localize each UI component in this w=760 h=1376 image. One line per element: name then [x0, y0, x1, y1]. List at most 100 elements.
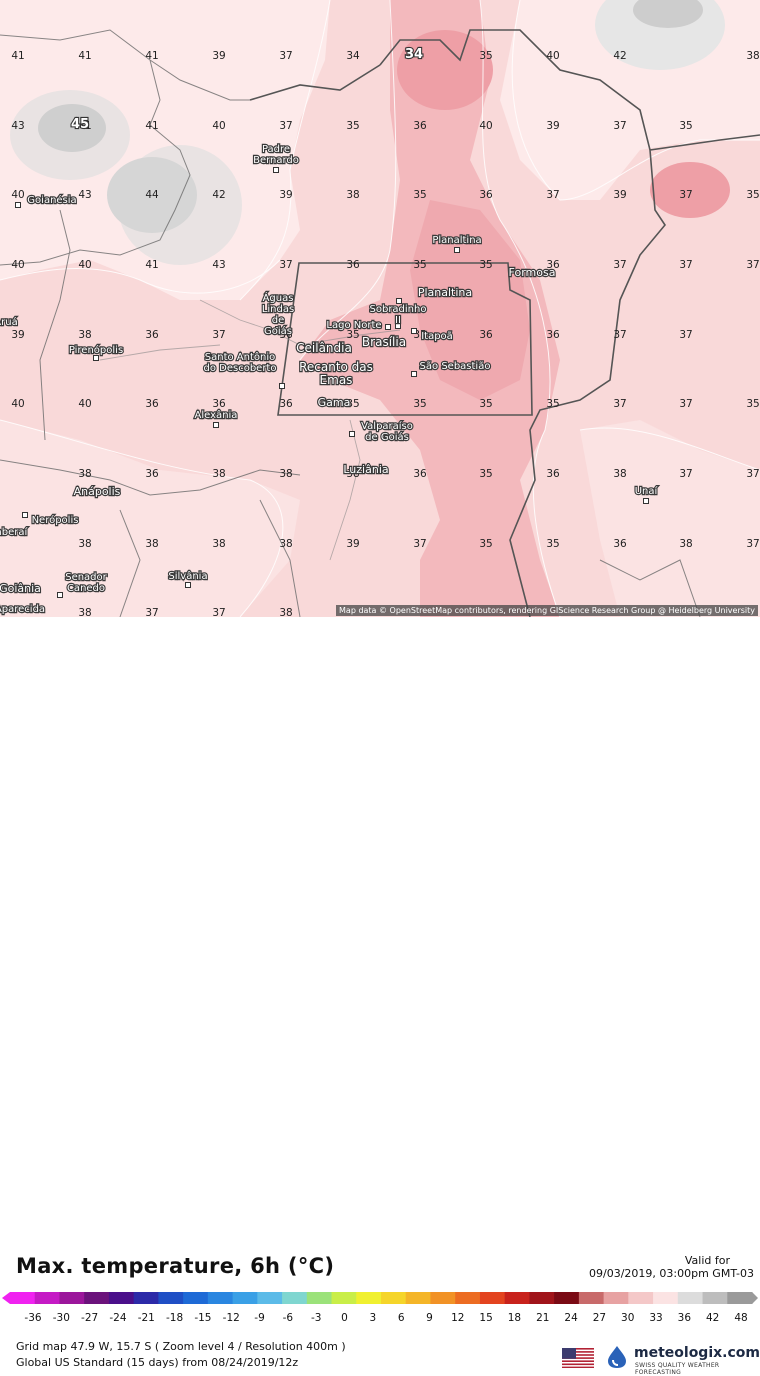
grid-value: 38 [212, 538, 225, 550]
road-lines [99, 299, 401, 561]
color-scale-tick: 21 [536, 1312, 550, 1324]
grid-value: 37 [413, 538, 426, 550]
grid-value: 35 [346, 329, 359, 341]
grid-value: 37 [279, 50, 292, 62]
color-scale-bar [2, 1292, 758, 1304]
grid-value: 44 [145, 189, 159, 201]
color-scale-tick: -27 [81, 1312, 99, 1324]
city-labels-layer: Goianésia Padre Bernardo Planaltina Formosa Á… [0, 143, 660, 616]
grid-value: 37 [613, 120, 626, 132]
color-scale-segment [84, 1292, 110, 1304]
grid-value: 37 [746, 538, 759, 550]
municipal-borders [0, 29, 701, 617]
grid-value: 38 [279, 538, 292, 550]
city-marker [385, 324, 391, 330]
warm-zone-southeast [580, 420, 760, 617]
grid-value: 41 [145, 50, 158, 62]
city-label: Santo Antônio do Descoberto [204, 351, 277, 374]
grid-value: 34 [346, 50, 360, 62]
color-scale-segment [207, 1292, 234, 1304]
color-scale-tick: -24 [109, 1312, 127, 1324]
chart-title: Max. temperature, 6h (°C) [16, 1254, 335, 1278]
city-label: Sobradinho II [370, 304, 427, 326]
color-scale-segment [430, 1292, 456, 1304]
cool-spot-north [397, 30, 493, 110]
color-scale-tick: 0 [341, 1312, 348, 1324]
state-border-east [379, 29, 760, 617]
map-canvas: 41 41 41 39 37 34 35 40 42 38 43 41 41 40 37 35 36 40 39 37… [0, 0, 760, 617]
valid-for-label: Valid for [684, 1254, 730, 1267]
grid-value: 37 [279, 120, 292, 132]
brand-tagline: SWISS QUALITY WEATHER FORECASTING [635, 1362, 720, 1376]
color-scale-tick: -36 [24, 1312, 42, 1324]
grid-value: 36 [479, 329, 493, 341]
grid-value: 37 [212, 329, 225, 341]
hot-spot-west [38, 104, 106, 152]
color-scale-segment [405, 1292, 431, 1304]
grid-value: 38 [78, 607, 91, 617]
grid-info: Grid map 47.9 W, 15.7 S ( Zoom level 4 /… [16, 1340, 346, 1353]
city-marker [57, 592, 63, 598]
grid-value: 38 [679, 538, 692, 550]
state-border-north [249, 64, 381, 101]
legend-footer: Max. temperature, 6h (°C) Valid for 09/0… [0, 617, 760, 1376]
grid-value: 41 [78, 50, 91, 62]
grid-value: 41 [11, 50, 24, 62]
color-scale-segment [282, 1292, 308, 1304]
grid-value: 35 [546, 398, 559, 410]
color-scale-segment [529, 1292, 555, 1304]
grid-value: 39 [279, 189, 292, 201]
grid-value: 38 [78, 329, 91, 341]
city-label: Valparaíso de Goiás [361, 420, 413, 443]
grid-value: 42 [613, 50, 626, 62]
grid-value: 40 [479, 120, 492, 132]
color-scale-segment [306, 1292, 333, 1304]
meteologix-logo[interactable]: meteologix.com SWISS QUALITY WEATHER FOR… [604, 1345, 760, 1376]
grid-value: 35 [479, 50, 492, 62]
grid-value: 36 [546, 259, 560, 271]
grid-value: 38 [613, 468, 626, 480]
city-label: Silvânia [168, 570, 207, 582]
color-scale-ticks: -36 -30 -27 -24 -21 -18 -15 -12 -9 -6 -3 0 3 6 9 12 15 18… [0, 1312, 760, 1326]
city-label: Gama [318, 396, 351, 409]
grid-value: 35 [479, 398, 492, 410]
grid-value: 37 [679, 189, 692, 201]
grid-value: 36 [546, 468, 560, 480]
grid-value: 35 [479, 538, 492, 550]
color-scale-tick: -30 [52, 1312, 70, 1324]
grid-value: 38 [279, 468, 292, 480]
grid-value: 35 [746, 398, 759, 410]
city-label: Ceilândia [296, 341, 352, 355]
us-flag-icon[interactable] [562, 1348, 594, 1368]
grid-value: 42 [212, 189, 225, 201]
city-marker [411, 371, 417, 377]
color-scale-segment [628, 1292, 654, 1304]
color-scale-tick: 36 [677, 1312, 692, 1324]
color-scale-tick: -3 [310, 1312, 322, 1324]
city-label: São Sebastião [420, 361, 491, 372]
color-scale-segment [331, 1292, 357, 1304]
brand-name: meteologix.com [634, 1345, 760, 1361]
color-scale-tick: -12 [222, 1312, 240, 1324]
grid-value: 37 [679, 329, 692, 341]
color-scale-segment [504, 1292, 530, 1304]
color-scale-tick: 15 [479, 1312, 493, 1324]
grid-value: 36 [413, 468, 427, 480]
city-label: Anápolis [74, 485, 121, 498]
city-marker [93, 355, 99, 361]
temperature-map[interactable]: 41 41 41 39 37 34 35 40 42 38 43 41 41 40 37 35 36 40 39 37… [0, 0, 760, 617]
grid-value: 37 [279, 259, 292, 271]
color-scale-segment [10, 1292, 36, 1304]
grid-value: 38 [78, 538, 91, 550]
color-scale-tick: -15 [194, 1312, 212, 1324]
color-scale-segment [677, 1292, 704, 1304]
color-scale-segment [479, 1292, 506, 1304]
grid-value: 43 [78, 189, 91, 201]
color-scale-tick: -6 [282, 1312, 294, 1324]
model-info: Global US Standard (15 days) from 08/24/… [16, 1356, 299, 1369]
color-scale-tick: 6 [397, 1312, 405, 1324]
city-label: Padre Bernardo [253, 144, 299, 166]
grid-value: 40 [78, 259, 91, 271]
color-scale-tick: 27 [592, 1312, 607, 1324]
grid-value: 37 [746, 259, 759, 271]
